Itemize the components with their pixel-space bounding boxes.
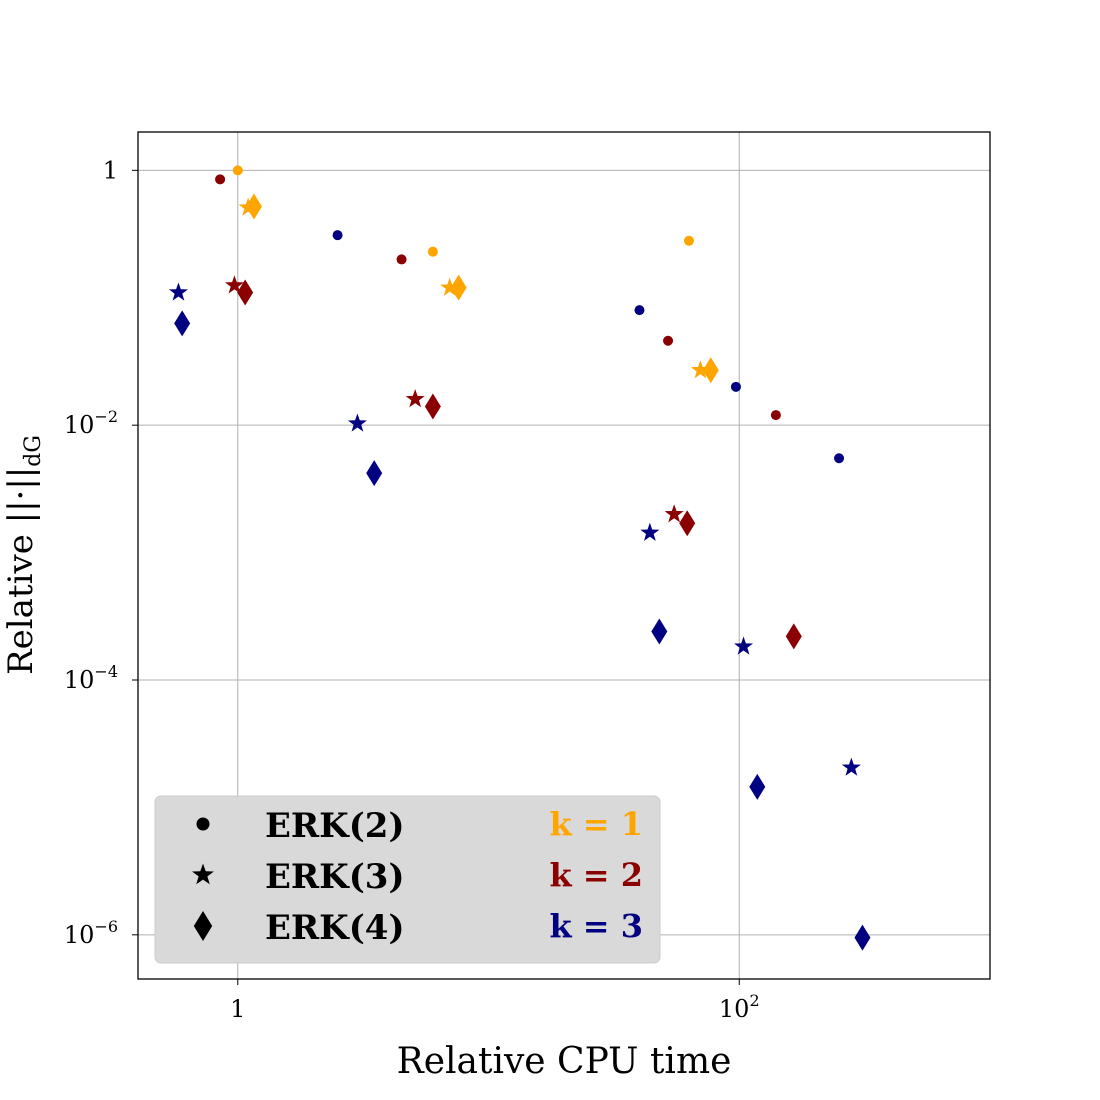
legend-marker-star	[192, 863, 214, 885]
data-point-star-k1	[440, 277, 460, 296]
data-point-circle-k3	[730, 381, 741, 392]
data-point-diamond-k3	[174, 310, 191, 337]
data-point-circle-k1	[683, 235, 694, 246]
data-point-diamond-k1	[245, 193, 262, 220]
legend-k-label: k = 3	[549, 907, 643, 945]
data-point-star-k3	[640, 522, 660, 541]
data-point-circle-k2	[396, 254, 407, 265]
legend-marker-circle	[196, 817, 210, 831]
data-point-circle-k1	[232, 165, 243, 176]
data-point-diamond-k2	[679, 510, 696, 537]
data-point-diamond-k2	[785, 623, 802, 650]
data-point-star-k2	[664, 504, 684, 523]
data-point-star-k3	[347, 413, 367, 432]
legend-k-label: k = 2	[549, 856, 643, 894]
data-points	[168, 165, 871, 951]
data-point-star-k2	[224, 275, 244, 294]
x-tick-label: 1	[230, 995, 245, 1023]
data-point-circle-k2	[215, 174, 226, 185]
y-axis-title: Relative ||·||dG	[1, 435, 46, 675]
legend-k-label: k = 1	[549, 805, 643, 843]
legend-entries: ERK(2) ERK(3) ERK(4) k = 1 k = 2 k = 3	[192, 805, 643, 948]
data-point-star-k3	[168, 282, 188, 301]
y-tick-label: 10−2	[64, 407, 118, 439]
data-point-diamond-k2	[424, 393, 441, 420]
legend-method-label: ERK(2)	[265, 806, 405, 846]
data-point-diamond-k3	[366, 460, 383, 487]
data-point-diamond-k1	[450, 274, 467, 301]
data-point-star-k1	[690, 360, 710, 379]
data-point-diamond-k1	[702, 357, 719, 384]
plot-frame	[137, 131, 991, 980]
x-tick-label: 102	[719, 991, 760, 1023]
data-point-circle-k3	[332, 230, 343, 241]
data-point-diamond-k3	[651, 618, 668, 645]
data-point-star-k2	[405, 389, 425, 408]
data-point-circle-k2	[770, 410, 781, 421]
y-tick-label: 10−6	[64, 917, 118, 949]
legend-box	[154, 795, 661, 964]
data-point-circle-k3	[834, 453, 845, 464]
data-point-circle-k1	[427, 246, 438, 257]
data-point-diamond-k2	[237, 279, 254, 306]
data-point-star-k3	[841, 757, 861, 776]
data-point-star-k3	[734, 636, 754, 655]
axis-ticks: 1 102 1 10−2 10−4 10−6	[64, 156, 760, 1023]
data-point-diamond-k3	[854, 924, 871, 951]
legend-method-label: ERK(3)	[265, 857, 405, 897]
x-axis-title: Relative CPU time	[397, 1041, 732, 1082]
legend-method-label: ERK(4)	[265, 908, 405, 948]
y-tick-label: 1	[103, 156, 118, 184]
y-tick-label: 10−4	[64, 662, 118, 694]
data-point-circle-k2	[663, 335, 674, 346]
legend-marker-diamond	[193, 911, 213, 941]
data-point-diamond-k3	[749, 773, 766, 800]
legend: ERK(2) ERK(3) ERK(4) k = 1 k = 2 k = 3	[154, 795, 661, 964]
data-point-circle-k3	[634, 305, 645, 316]
